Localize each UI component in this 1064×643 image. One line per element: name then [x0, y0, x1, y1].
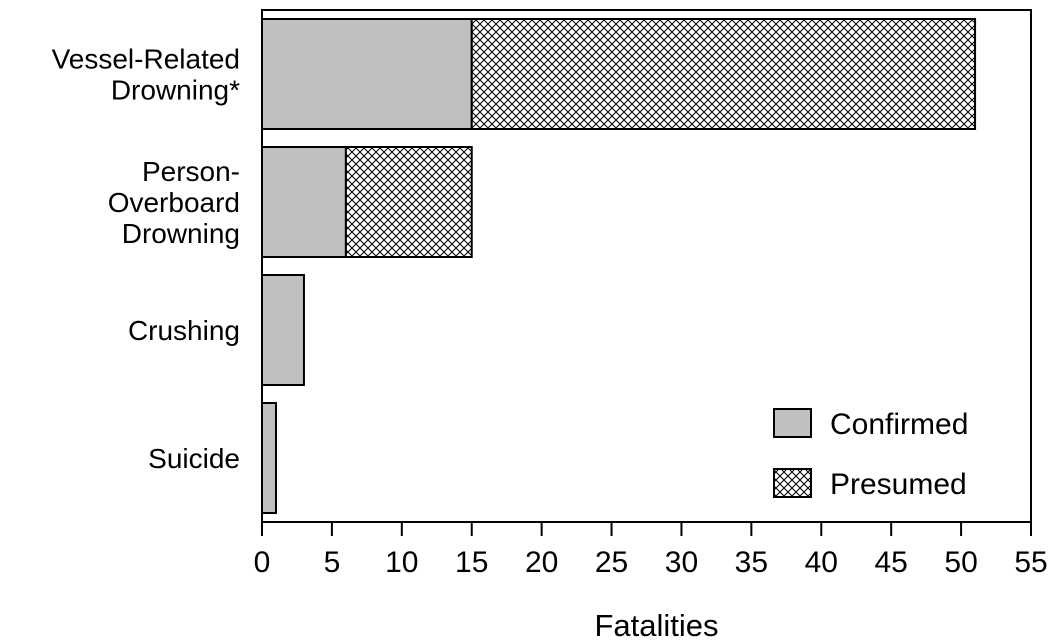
- x-tick-label-25: 25: [595, 546, 628, 579]
- legend: Confirmed Presumed: [773, 408, 968, 501]
- category-label-1-1: Overboard: [108, 187, 240, 218]
- bar-confirmed-3: [261, 402, 277, 514]
- bar-confirmed-1: [261, 146, 347, 258]
- bar-presumed-0: [470, 18, 977, 130]
- bar-confirmed-2: [261, 274, 305, 386]
- bar-presumed-1: [344, 146, 473, 258]
- bar-confirmed-0: [261, 18, 473, 130]
- legend-label-confirmed: Confirmed: [830, 408, 968, 441]
- x-tick-label-55: 55: [1014, 546, 1047, 579]
- x-tick-label-5: 5: [324, 546, 341, 579]
- x-tick-label-15: 15: [455, 546, 488, 579]
- x-tick-label-0: 0: [254, 546, 271, 579]
- x-tick-label-40: 40: [805, 546, 838, 579]
- x-tick-label-45: 45: [874, 546, 907, 579]
- legend-swatch-confirmed: [773, 408, 812, 438]
- x-tick-label-30: 30: [665, 546, 698, 579]
- legend-swatch-presumed: [773, 468, 812, 498]
- category-label-2-0: Crushing: [128, 315, 240, 346]
- legend-label-presumed: Presumed: [830, 468, 967, 501]
- x-axis-title: Fatalities: [594, 608, 718, 643]
- x-axis: 0 5 10 15 20 25 30 35 40 45 50 55: [254, 522, 1048, 579]
- x-tick-label-35: 35: [735, 546, 768, 579]
- bars-layer: [261, 18, 977, 514]
- category-label-1-2: Drowning: [122, 218, 240, 249]
- x-tick-label-20: 20: [525, 546, 558, 579]
- plot-frame: [261, 9, 1032, 523]
- category-label-1-0: Person-: [142, 156, 240, 187]
- x-tick-label-50: 50: [944, 546, 977, 579]
- category-label-0-1: Drowning*: [111, 75, 240, 106]
- category-label-0-0: Vessel-Related: [52, 44, 240, 75]
- x-tick-label-10: 10: [385, 546, 418, 579]
- category-label-3-0: Suicide: [148, 443, 240, 474]
